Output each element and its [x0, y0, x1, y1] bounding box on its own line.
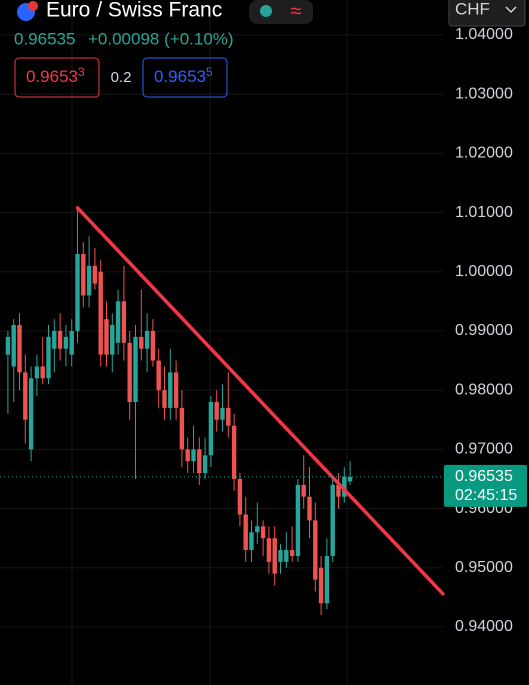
symbol-icon — [28, 1, 38, 11]
bid-price[interactable]: 0.96533 — [26, 65, 85, 86]
symbol-name[interactable]: Euro / Swiss Franc — [46, 0, 222, 22]
candle-body — [255, 526, 260, 533]
candle-body — [301, 484, 306, 497]
buy-button[interactable] — [142, 57, 228, 98]
candle-body — [231, 425, 237, 479]
y-tick-label: 1.03000 — [455, 85, 513, 102]
currency-select[interactable] — [448, 0, 526, 27]
candle-body — [57, 330, 63, 349]
candle-body — [289, 550, 295, 556]
candle-body — [69, 330, 74, 355]
candle-body — [86, 265, 92, 296]
candle-body — [284, 550, 289, 562]
header: Euro / Swiss Franc ≈ 0.96535 +0.00098 (+… — [14, 0, 526, 98]
candle-body — [313, 520, 318, 580]
candle-body — [249, 532, 254, 551]
y-tick-label: 0.99000 — [455, 322, 513, 339]
candle-body — [278, 550, 283, 562]
candle-body — [266, 538, 272, 562]
countdown-label: 02:45:15 — [455, 487, 517, 504]
status-pill[interactable] — [249, 0, 313, 24]
candle-body — [75, 253, 80, 331]
ask-main: 0.9653 — [154, 67, 206, 86]
market-open-dot — [260, 5, 272, 17]
candle-body — [81, 253, 86, 296]
last-price-box — [444, 464, 527, 507]
candle-body — [191, 449, 196, 462]
candle-body — [260, 526, 266, 539]
candle-body — [243, 514, 248, 551]
bid-pip: 3 — [78, 65, 85, 79]
last-price: 0.96535 — [14, 29, 75, 48]
candle-body — [144, 330, 150, 349]
candle-body — [11, 325, 16, 367]
candle-body — [307, 496, 312, 521]
candle-body — [237, 478, 243, 515]
candle-body — [92, 265, 98, 284]
candle-body — [342, 476, 347, 497]
candle-body — [98, 271, 103, 355]
candle-body — [168, 372, 173, 408]
candle-body — [330, 484, 335, 556]
candle-body — [185, 449, 190, 462]
sell-button[interactable] — [14, 57, 100, 98]
candle-body — [52, 330, 57, 349]
price-change: +0.00098 (+0.10%) — [88, 29, 234, 48]
candle-body — [197, 449, 202, 474]
candle-body — [104, 319, 109, 355]
candle-body — [17, 325, 22, 373]
candle-body — [324, 555, 330, 604]
candle-body — [336, 484, 341, 497]
bid-main: 0.9653 — [26, 67, 78, 86]
spread: 0.2 — [111, 69, 132, 86]
candle-body — [63, 336, 69, 349]
candle-body — [127, 342, 132, 403]
candle-body — [5, 336, 11, 355]
candle-body — [347, 476, 353, 482]
candle-body — [23, 372, 28, 420]
candle-body — [214, 402, 219, 420]
y-tick-label: 0.97000 — [455, 441, 513, 458]
candle-body — [139, 336, 144, 349]
candle-body — [34, 366, 40, 379]
candle-body — [156, 360, 161, 391]
candle-body — [173, 372, 179, 408]
candle-body — [28, 378, 34, 450]
candle-body — [202, 455, 208, 474]
candle-body — [162, 390, 167, 408]
candle-body — [110, 325, 115, 355]
candle-body — [115, 301, 121, 343]
candle-body — [295, 484, 301, 556]
candle-body — [208, 402, 214, 456]
y-tick-label: 1.00000 — [455, 263, 513, 280]
currency: CHF — [455, 0, 490, 18]
ask-pip: 5 — [206, 65, 213, 79]
y-tick-label: 0.95000 — [455, 559, 513, 576]
y-tick-label: 1.04000 — [455, 26, 513, 43]
wave-icon: ≈ — [291, 0, 302, 22]
y-tick-label: 1.02000 — [455, 145, 513, 162]
y-tick-label: 0.98000 — [455, 381, 513, 398]
ask-price[interactable]: 0.96535 — [154, 65, 213, 86]
candle-body — [133, 336, 138, 403]
candle-body — [220, 407, 225, 420]
last-price-label: 0.96535 — [455, 468, 513, 485]
y-tick-label: 1.01000 — [455, 204, 513, 221]
trend-line — [75, 206, 445, 596]
candle-body — [150, 330, 156, 361]
candle-body — [226, 407, 231, 426]
candle-body — [46, 336, 51, 379]
candle-body — [318, 567, 324, 604]
candle-body — [179, 407, 185, 450]
y-tick-label: 0.94000 — [455, 618, 513, 635]
candle-body — [40, 366, 45, 379]
candle-body — [272, 538, 277, 574]
dropdown-arrow — [505, 6, 517, 14]
candle-body — [121, 301, 127, 343]
